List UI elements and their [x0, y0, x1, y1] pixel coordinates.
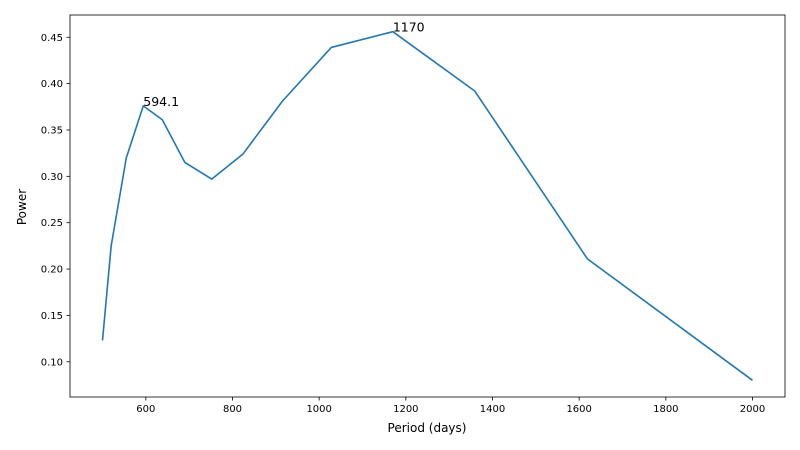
x-tick-label: 600 — [136, 404, 155, 415]
x-tick-label: 2000 — [740, 404, 765, 415]
power-series-line — [101, 30, 753, 381]
y-tick-label: 0.25 — [41, 218, 63, 229]
y-axis-label: Power — [15, 189, 29, 225]
x-tick-label: 1600 — [566, 404, 591, 415]
plot-area: 600 800 1000 1200 1400 1600 1800 2000 0.10 0.15 0.… — [41, 14, 786, 415]
y-tick-label: 0.20 — [41, 265, 63, 276]
y-tick-label: 0.10 — [41, 357, 63, 368]
y-tick-label: 0.40 — [41, 79, 63, 90]
x-tick-label: 1200 — [393, 404, 418, 415]
x-tick-label: 1400 — [480, 404, 505, 415]
axes-frame — [69, 14, 786, 398]
x-axis-label: Period (days) — [388, 421, 467, 435]
peak-annotation: 594.1 — [143, 94, 179, 109]
y-tick-label: 0.45 — [41, 33, 63, 44]
y-tick-label: 0.35 — [41, 125, 63, 136]
x-tick-label: 1800 — [653, 404, 678, 415]
x-tick-label: 800 — [223, 404, 242, 415]
y-tick-label: 0.30 — [41, 172, 63, 183]
y-tick-label: 0.15 — [41, 311, 63, 322]
x-tick-label: 1000 — [306, 404, 331, 415]
peak-annotation: 1170 — [393, 20, 425, 35]
